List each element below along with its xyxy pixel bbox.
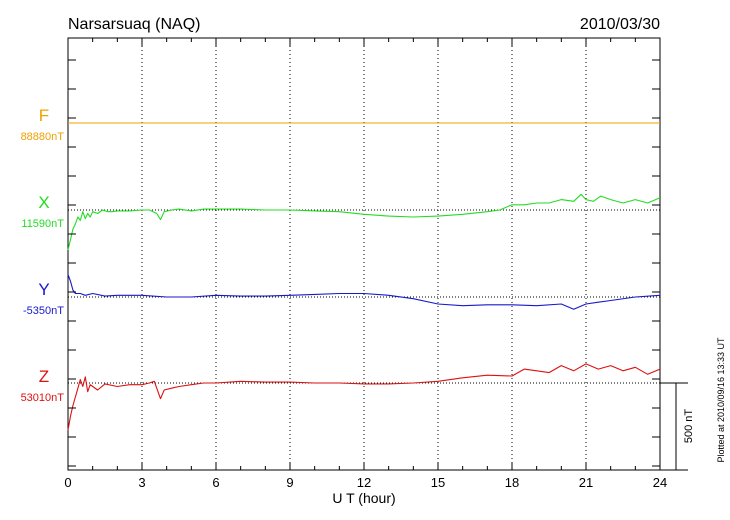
- x-tick-label: 12: [357, 475, 371, 490]
- trace-z: [67, 363, 661, 431]
- x-tick-label: 6: [212, 475, 219, 490]
- x-tick-label: 3: [138, 475, 145, 490]
- series-name-x: X: [38, 193, 49, 212]
- trace-y: [67, 274, 661, 310]
- series-baseline-f: 88880nT: [21, 131, 65, 143]
- x-tick-label: 9: [286, 475, 293, 490]
- chart-title: Narsarsuaq (NAQ): [68, 16, 200, 33]
- series-name-z: Z: [39, 367, 49, 386]
- scale-bar-label: 500 nT: [683, 409, 695, 444]
- x-tick-label: 15: [431, 475, 445, 490]
- x-tick-label: 21: [579, 475, 593, 490]
- series-baseline-z: 53010nT: [21, 392, 65, 404]
- scale-bar: 500 nT: [660, 382, 695, 471]
- x-axis-label: U T (hour): [332, 490, 395, 506]
- footer-note: Plotted at 2010/09/16 13:33 UT: [716, 337, 726, 463]
- series-name-f: F: [39, 106, 49, 125]
- series-baseline-x: 11590nT: [21, 218, 64, 230]
- chart-date: 2010/03/30: [580, 16, 660, 33]
- x-tick-label: 0: [64, 475, 71, 490]
- grid-lines: [141, 38, 587, 470]
- x-tick-label: 24: [653, 475, 667, 490]
- series-name-y: Y: [38, 280, 49, 299]
- ticks: 0 3 6 9 12 15 18 21 24: [64, 38, 667, 490]
- series-baseline-y: -5350nT: [23, 305, 64, 317]
- trace-x: [67, 193, 661, 251]
- traces: [67, 122, 661, 431]
- series-labels: F 88880nT X 11590nT Y -5350nT Z 53010nT: [21, 106, 65, 404]
- x-tick-label: 18: [505, 475, 519, 490]
